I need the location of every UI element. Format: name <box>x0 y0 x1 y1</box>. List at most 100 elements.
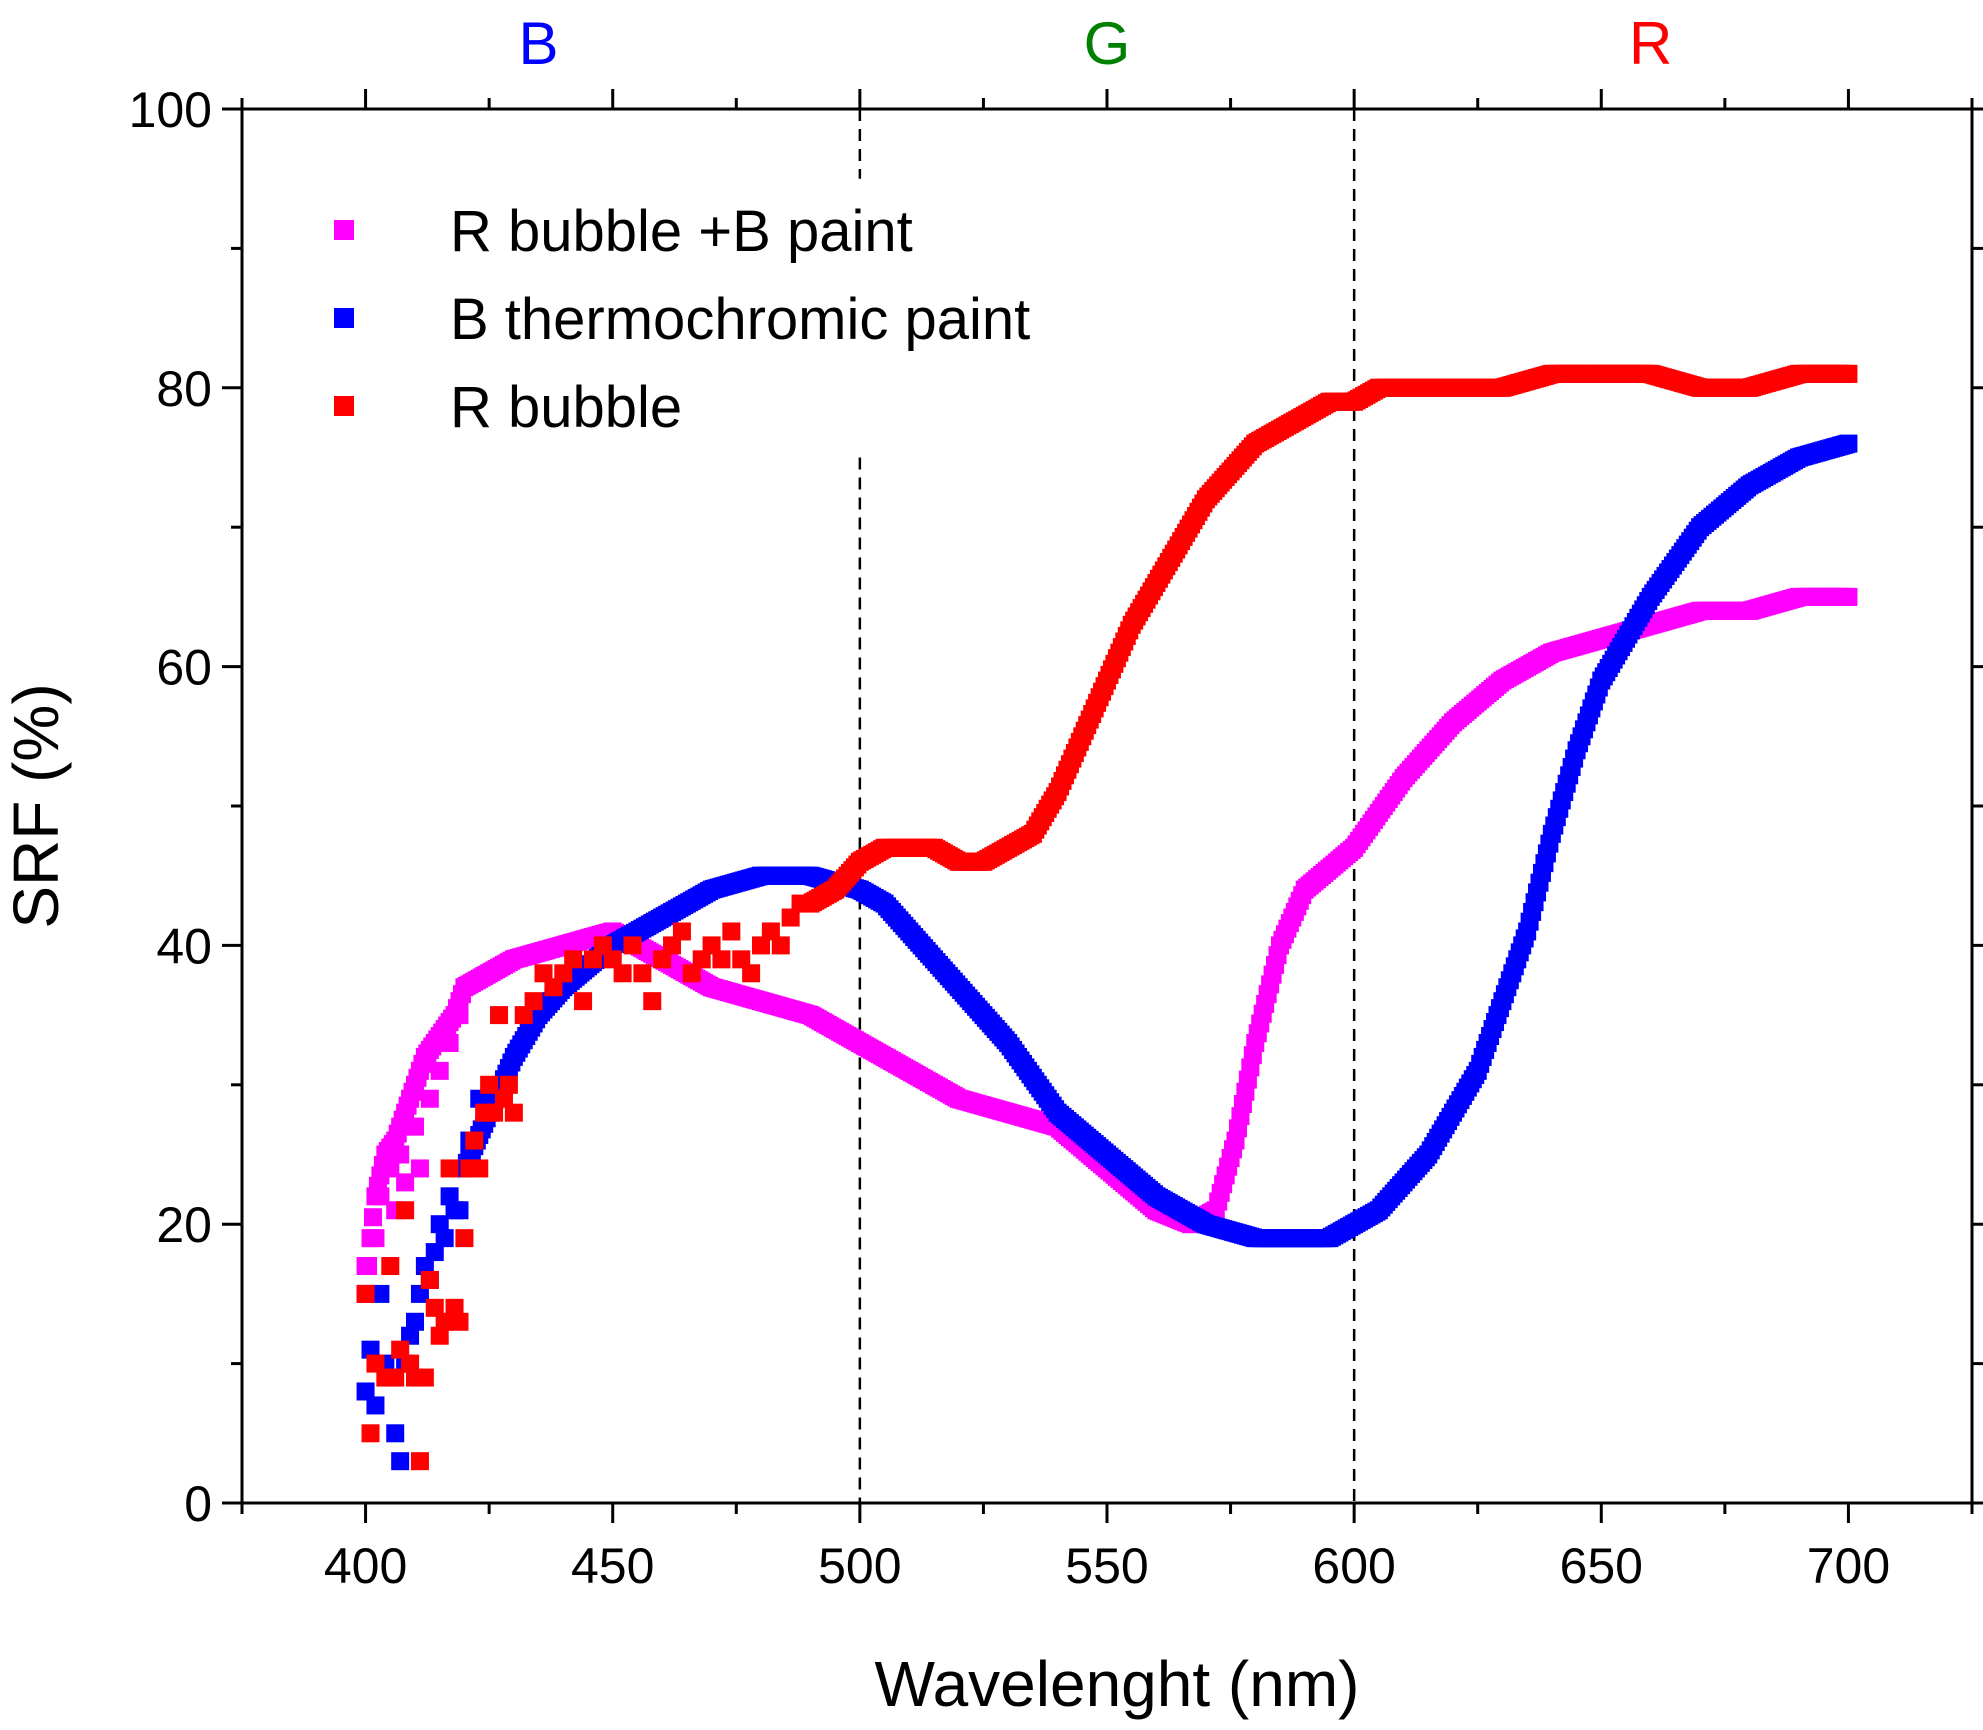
band-label-b: B <box>519 10 559 77</box>
data-point-series-3 <box>470 1159 489 1178</box>
data-point-series-3 <box>781 908 800 927</box>
data-point-series-3 <box>653 950 672 969</box>
data-point-series-3 <box>752 936 770 955</box>
data-point-series-2 <box>415 1257 434 1276</box>
data-point-series-1 <box>363 1208 382 1227</box>
legend-marker-2 <box>334 308 354 328</box>
y-tick-label: 80 <box>156 361 212 417</box>
x-tick-label: 450 <box>571 1538 654 1594</box>
data-point-series-1 <box>366 1229 385 1248</box>
x-tick-label: 650 <box>1560 1538 1643 1594</box>
data-point-series-3 <box>396 1201 415 1220</box>
data-point-series-3 <box>623 936 642 955</box>
data-point-series-1 <box>420 1089 439 1108</box>
data-point-series-1 <box>1839 587 1858 606</box>
x-tick-label: 700 <box>1807 1538 1890 1594</box>
data-point-series-2 <box>425 1243 444 1262</box>
data-point-series-2 <box>386 1424 405 1443</box>
data-point-series-1 <box>391 1145 410 1164</box>
data-point-series-3 <box>574 992 593 1011</box>
legend-marker-3 <box>334 396 354 416</box>
data-point-series-3 <box>1839 364 1858 383</box>
data-point-series-3 <box>415 1368 434 1387</box>
data-point-series-2 <box>391 1452 410 1471</box>
y-tick-label: 20 <box>156 1197 212 1253</box>
data-point-series-3 <box>613 964 632 983</box>
data-point-series-3 <box>391 1340 410 1359</box>
data-point-series-1 <box>450 1006 469 1025</box>
legend-label-3: R bubble <box>450 375 682 440</box>
data-point-series-3 <box>381 1257 400 1276</box>
data-point-series-3 <box>480 1075 499 1094</box>
data-point-series-3 <box>524 992 543 1011</box>
data-point-series-3 <box>732 950 751 969</box>
data-point-series-3 <box>742 964 761 983</box>
data-point-series-3 <box>490 1006 509 1025</box>
data-point-series-3 <box>663 936 682 955</box>
data-point-series-3 <box>356 1284 375 1303</box>
x-tick-label: 550 <box>1065 1538 1148 1594</box>
data-point-series-3 <box>702 936 721 955</box>
data-point-series-1 <box>406 1117 424 1136</box>
data-point-series-3 <box>672 922 691 941</box>
data-point-series-2 <box>366 1396 385 1415</box>
data-point-series-1 <box>381 1159 400 1178</box>
data-point-series-3 <box>791 894 810 913</box>
data-point-series-3 <box>554 964 573 983</box>
data-point-series-3 <box>420 1270 439 1289</box>
x-tick-label: 600 <box>1312 1538 1395 1594</box>
data-point-series-3 <box>445 1298 464 1317</box>
y-tick-label: 100 <box>129 82 212 138</box>
data-point-series-3 <box>435 1312 454 1331</box>
legend-label-2: B thermochromic paint <box>450 287 1030 352</box>
data-point-series-3 <box>593 936 612 955</box>
data-point-series-3 <box>603 950 622 969</box>
data-point-series-3 <box>430 1326 449 1345</box>
y-tick-label: 60 <box>156 640 212 696</box>
y-axis-label: SRF (%) <box>0 683 72 928</box>
data-point-series-3 <box>499 1075 518 1094</box>
data-point-series-3 <box>361 1424 380 1443</box>
data-point-series-3 <box>440 1159 459 1178</box>
data-point-series-3 <box>692 950 711 969</box>
band-label-r: R <box>1629 10 1672 77</box>
data-point-series-2 <box>435 1229 454 1248</box>
data-point-series-3 <box>583 950 602 969</box>
data-point-series-3 <box>410 1452 429 1471</box>
data-point-series-3 <box>455 1229 474 1248</box>
data-point-series-1 <box>396 1173 415 1192</box>
data-point-series-3 <box>425 1298 444 1317</box>
data-point-series-2 <box>450 1201 469 1220</box>
x-axis-label: Wavelenght (nm) <box>875 1648 1360 1720</box>
data-point-series-3 <box>771 936 790 955</box>
data-point-series-3 <box>564 950 583 969</box>
data-point-series-1 <box>430 1061 449 1080</box>
data-point-series-3 <box>386 1368 405 1387</box>
data-point-series-2 <box>410 1284 429 1303</box>
data-point-series-3 <box>465 1131 484 1150</box>
data-point-series-3 <box>401 1354 420 1373</box>
data-point-series-1 <box>410 1159 429 1178</box>
data-point-series-3 <box>366 1354 385 1373</box>
y-tick-label: 0 <box>184 1476 212 1532</box>
legend-label-1: R bubble +B paint <box>450 199 913 264</box>
data-point-series-3 <box>544 978 563 997</box>
legend-marker-1 <box>334 220 354 240</box>
data-point-series-3 <box>534 964 553 983</box>
data-point-series-3 <box>682 964 701 983</box>
y-tick-label: 40 <box>156 918 212 974</box>
data-point-series-3 <box>485 1103 504 1122</box>
data-point-series-2 <box>401 1326 420 1345</box>
data-point-series-1 <box>371 1187 390 1206</box>
data-point-series-3 <box>761 922 780 941</box>
x-tick-label: 500 <box>818 1538 901 1594</box>
data-point-series-2 <box>361 1340 380 1359</box>
data-point-series-3 <box>504 1103 523 1122</box>
data-point-series-3 <box>450 1312 469 1331</box>
data-point-series-2 <box>406 1312 424 1331</box>
data-point-series-3 <box>643 992 662 1011</box>
x-tick-label: 400 <box>324 1538 407 1594</box>
data-point-series-3 <box>722 922 741 941</box>
data-point-series-1 <box>356 1257 375 1276</box>
